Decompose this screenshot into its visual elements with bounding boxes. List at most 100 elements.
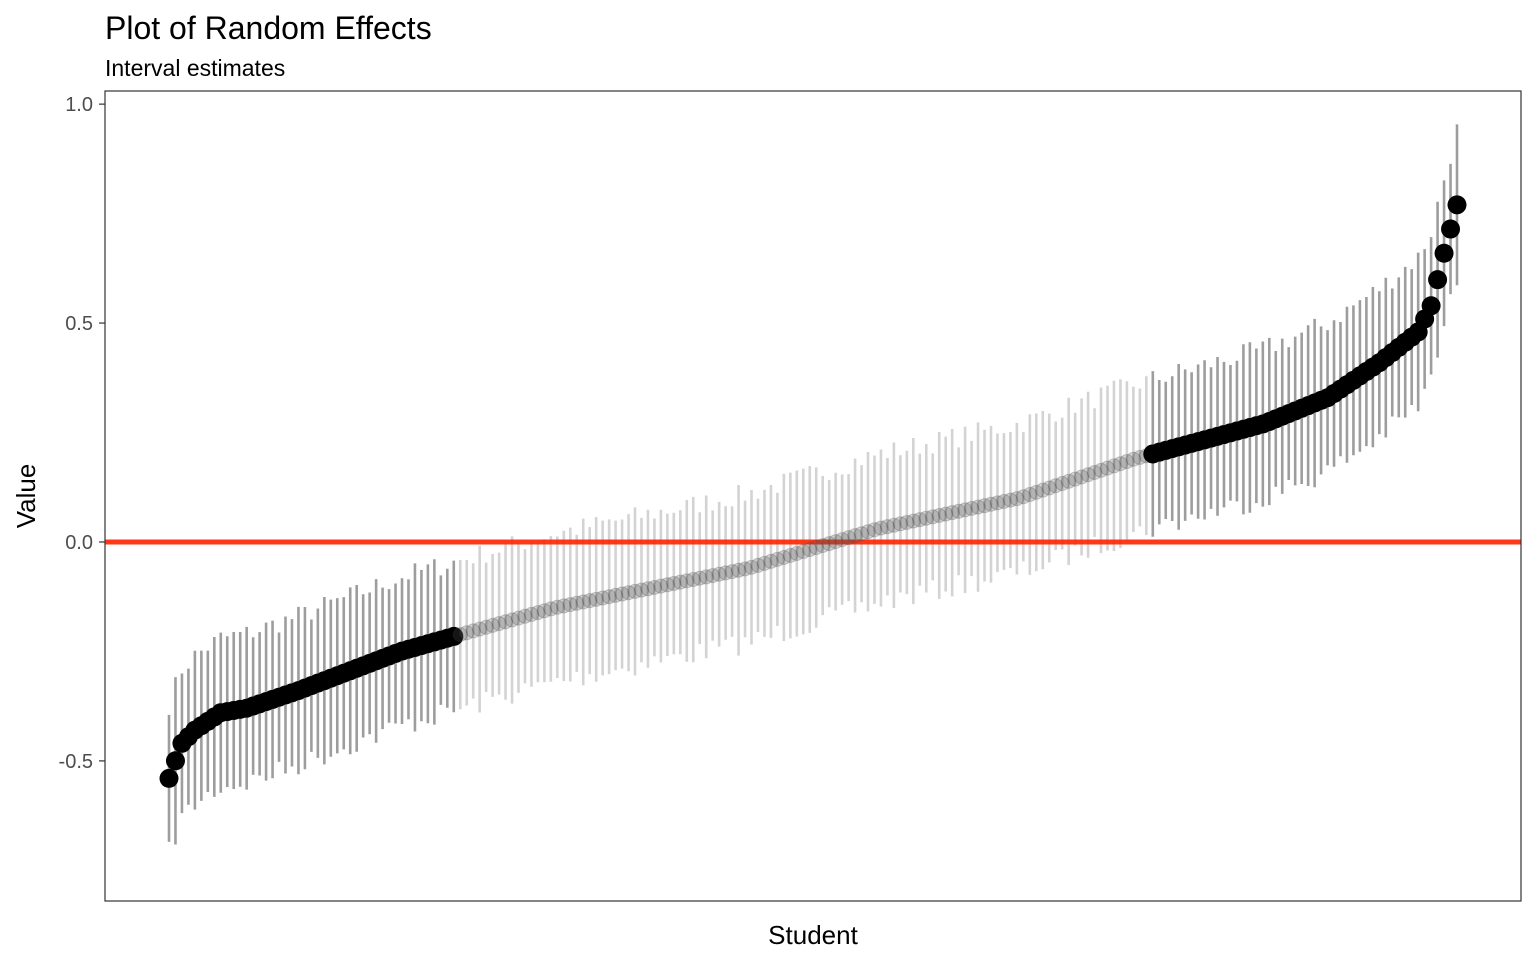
data-point bbox=[692, 570, 708, 586]
data-point bbox=[575, 594, 591, 610]
data-point bbox=[549, 599, 565, 615]
data-point bbox=[1074, 469, 1090, 485]
data-point bbox=[653, 578, 669, 594]
data-point bbox=[828, 534, 844, 550]
data-point bbox=[918, 510, 934, 526]
data-point bbox=[698, 569, 714, 585]
data-point bbox=[1428, 270, 1448, 290]
data-point bbox=[1106, 458, 1122, 474]
data-point bbox=[860, 524, 876, 540]
data-point bbox=[1015, 489, 1031, 505]
data-point bbox=[944, 505, 960, 521]
data-point bbox=[511, 610, 527, 626]
data-point bbox=[841, 530, 857, 546]
chart-subtitle: Interval estimates bbox=[105, 55, 286, 81]
data-point bbox=[744, 559, 760, 575]
data-point bbox=[621, 585, 637, 601]
data-point bbox=[595, 590, 611, 606]
data-point bbox=[1087, 465, 1103, 481]
data-point bbox=[582, 593, 598, 609]
data-point bbox=[1447, 195, 1467, 215]
data-point bbox=[672, 574, 688, 590]
interval-layer bbox=[167, 124, 1459, 845]
data-point bbox=[705, 568, 721, 584]
data-point bbox=[608, 587, 624, 603]
data-point bbox=[815, 538, 831, 554]
y-tick-label: 1.0 bbox=[65, 94, 93, 116]
data-point bbox=[1061, 473, 1077, 489]
data-point bbox=[756, 555, 772, 571]
data-point bbox=[1048, 478, 1064, 494]
data-point bbox=[601, 589, 617, 605]
data-point bbox=[782, 547, 798, 563]
data-point bbox=[1441, 219, 1461, 239]
data-point bbox=[737, 561, 753, 577]
plot-panel bbox=[104, 90, 1522, 902]
data-point bbox=[562, 597, 578, 613]
data-point bbox=[659, 577, 675, 593]
data-point bbox=[1080, 467, 1096, 483]
data-point bbox=[731, 562, 747, 578]
data-point bbox=[769, 551, 785, 567]
data-point bbox=[989, 495, 1005, 511]
data-point bbox=[996, 493, 1012, 509]
data-point bbox=[504, 612, 520, 628]
data-point bbox=[1035, 482, 1051, 498]
data-point bbox=[159, 768, 179, 788]
data-point bbox=[465, 623, 481, 639]
data-point bbox=[1421, 296, 1441, 316]
data-point bbox=[957, 502, 973, 518]
data-point bbox=[795, 544, 811, 560]
y-tick-label: 0.0 bbox=[65, 532, 93, 554]
data-point bbox=[679, 573, 695, 589]
data-point bbox=[866, 522, 882, 538]
data-point bbox=[1125, 451, 1141, 467]
data-point bbox=[1434, 243, 1454, 263]
data-point bbox=[802, 542, 818, 558]
data-point bbox=[459, 625, 475, 641]
data-point bbox=[789, 545, 805, 561]
data-point bbox=[1119, 454, 1135, 470]
data-point bbox=[724, 564, 740, 580]
data-point bbox=[912, 512, 928, 528]
data-point bbox=[1067, 471, 1083, 487]
data-point bbox=[970, 499, 986, 515]
data-point bbox=[530, 605, 546, 621]
data-point bbox=[964, 500, 980, 516]
data-point bbox=[854, 526, 870, 542]
y-axis: 1.0 0.5 0.0 -0.5 bbox=[59, 94, 105, 773]
data-point bbox=[834, 532, 850, 548]
data-point bbox=[938, 506, 954, 522]
data-point bbox=[808, 540, 824, 556]
data-point bbox=[1041, 480, 1057, 496]
data-point bbox=[983, 496, 999, 512]
data-point bbox=[886, 517, 902, 533]
data-point bbox=[633, 582, 649, 598]
data-point bbox=[472, 621, 488, 637]
data-point bbox=[711, 566, 727, 582]
data-point bbox=[873, 520, 889, 536]
data-point bbox=[750, 557, 766, 573]
data-point bbox=[627, 583, 643, 599]
data-point bbox=[763, 553, 779, 569]
data-point bbox=[444, 626, 464, 646]
data-point bbox=[478, 619, 494, 635]
data-point bbox=[1112, 456, 1128, 472]
data-point bbox=[1022, 487, 1038, 503]
chart-title: Plot of Random Effects bbox=[105, 10, 432, 46]
data-point bbox=[821, 536, 837, 552]
data-point bbox=[925, 509, 941, 525]
data-point bbox=[1028, 484, 1044, 500]
data-point bbox=[1009, 491, 1025, 507]
data-point bbox=[685, 572, 701, 588]
data-point bbox=[556, 598, 572, 614]
data-point bbox=[666, 575, 682, 591]
data-point bbox=[892, 516, 908, 532]
data-point bbox=[646, 579, 662, 595]
data-point bbox=[1054, 476, 1070, 492]
data-point bbox=[977, 498, 993, 514]
data-point bbox=[1002, 492, 1018, 508]
data-point bbox=[718, 565, 734, 581]
y-tick-label: 0.5 bbox=[65, 313, 93, 335]
data-point bbox=[523, 606, 539, 622]
